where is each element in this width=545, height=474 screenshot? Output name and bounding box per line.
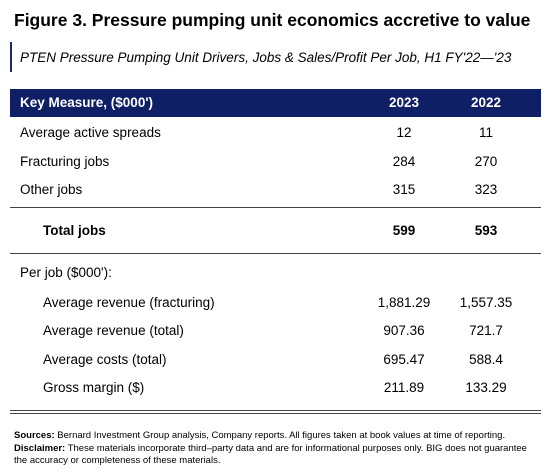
row-value-2022: 11: [478, 125, 493, 140]
row-value-2023: 12: [396, 125, 412, 140]
row-value-2022: 588.4: [469, 352, 503, 367]
row-label: Average revenue (total): [43, 323, 184, 338]
disclaimer-text: These materials incorporate third–party …: [14, 443, 527, 466]
disclaimer-label: Disclaimer:: [14, 443, 66, 454]
table-row: Average costs (total) 695.47 588.4: [10, 349, 541, 371]
table-row: Average revenue (fracturing) 1,881.29 1,…: [10, 292, 541, 314]
row-value-2023: 695.47: [383, 352, 425, 367]
row-label: Average costs (total): [43, 352, 167, 367]
table-row: Average active spreads 12 11: [10, 122, 541, 144]
row-value-2022: 1,557.35: [459, 295, 513, 310]
row-label: Other jobs: [20, 182, 83, 197]
divider: [10, 207, 541, 208]
table-row: Average revenue (total) 907.36 721.7: [10, 320, 541, 342]
total-value-2023: 599: [392, 223, 416, 238]
divider: [10, 410, 541, 411]
disclaimer-note: Disclaimer: These materials incorporate …: [14, 443, 539, 467]
row-value-2022: 270: [474, 154, 498, 169]
subtitle-block: PTEN Pressure Pumping Unit Drivers, Jobs…: [10, 42, 542, 72]
header-2022: 2022: [470, 95, 502, 110]
sources-label: Sources:: [14, 430, 55, 441]
header-2023: 2023: [388, 95, 420, 110]
row-label: Average revenue (fracturing): [43, 295, 215, 310]
divider: [10, 253, 541, 254]
table-row: Fracturing jobs 284 270: [10, 151, 541, 173]
row-value-2022: 323: [474, 182, 498, 197]
row-value-2023: 907.36: [383, 323, 425, 338]
per-job-label: Per job ($000'):: [20, 265, 112, 280]
row-value-2023: 211.89: [383, 380, 425, 395]
divider: [10, 413, 541, 414]
row-label: Fracturing jobs: [20, 154, 110, 169]
table-row: Other jobs 315 323: [10, 179, 541, 201]
header-key-measure: Key Measure, ($000'): [20, 95, 154, 110]
total-value-2022: 593: [474, 223, 498, 238]
per-job-heading-row: Per job ($000'):: [10, 262, 541, 284]
row-value-2023: 284: [392, 154, 416, 169]
row-value-2022: 721.7: [469, 323, 503, 338]
total-label: Total jobs: [43, 223, 106, 238]
row-value-2022: 133.29: [465, 380, 507, 395]
figure-title: Figure 3. Pressure pumping unit economic…: [14, 10, 531, 30]
sources-note: Sources: Bernard Investment Group analys…: [14, 430, 539, 442]
row-label: Average active spreads: [20, 125, 161, 140]
row-label: Gross margin ($): [43, 380, 145, 395]
table-row: Gross margin ($) 211.89 133.29: [10, 377, 541, 399]
figure-subtitle: PTEN Pressure Pumping Unit Drivers, Jobs…: [20, 50, 512, 65]
table-header: Key Measure, ($000') 2023 2022: [10, 89, 541, 117]
row-value-2023: 1,881.29: [377, 295, 431, 310]
row-value-2023: 315: [392, 182, 416, 197]
sources-text: Bernard Investment Group analysis, Compa…: [57, 430, 506, 441]
total-row: Total jobs 599 593: [10, 220, 541, 242]
